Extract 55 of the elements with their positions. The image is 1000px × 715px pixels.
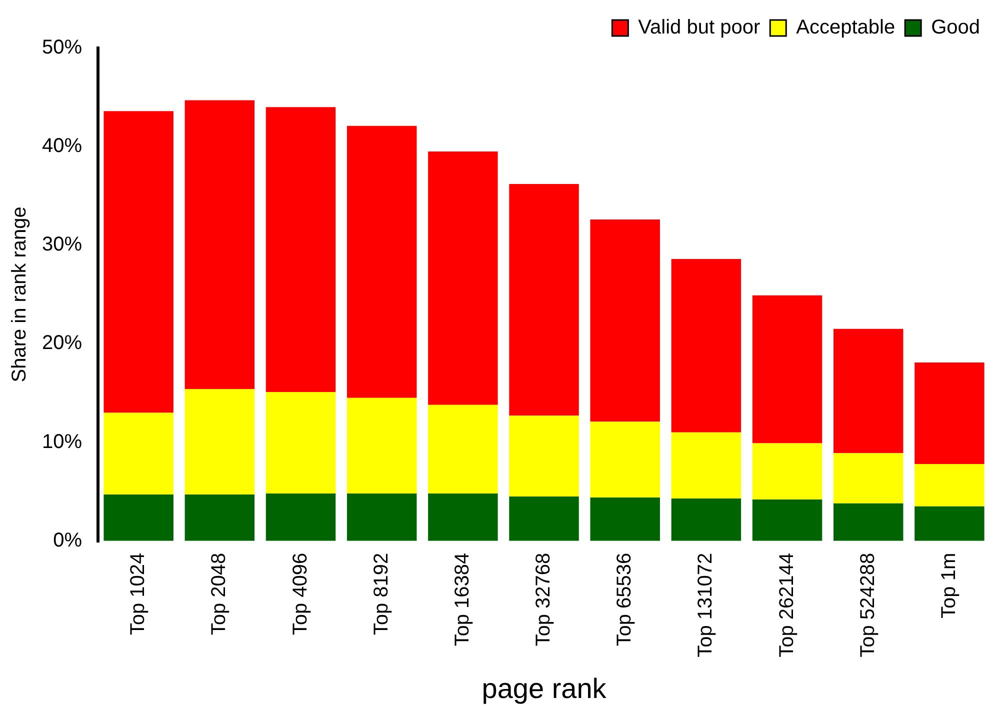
y-tick-label: 50%	[42, 36, 82, 59]
x-tick-label: Top 65536	[614, 552, 636, 646]
bar	[590, 220, 660, 422]
bar	[752, 295, 822, 444]
y-tick-label: 10%	[42, 430, 82, 453]
legend-label: Valid but poor	[638, 16, 760, 39]
y-tick-label: 30%	[42, 234, 82, 256]
bar	[428, 404, 498, 494]
bar	[671, 258, 742, 432]
bar	[509, 416, 579, 496]
bar	[346, 494, 417, 541]
bar	[671, 432, 742, 498]
x-axis-title: page rank	[482, 672, 608, 704]
bar	[509, 184, 579, 416]
x-tick-label: Top 8192	[370, 552, 392, 636]
x-tick-label: Top 32768	[532, 552, 555, 646]
bar	[266, 494, 336, 541]
bar	[428, 494, 498, 541]
bar	[834, 453, 904, 504]
bar	[346, 398, 417, 494]
bar	[590, 497, 660, 541]
bar	[266, 392, 336, 494]
bar	[834, 503, 904, 541]
bar	[104, 494, 174, 541]
y-tick-label: 0%	[53, 529, 82, 552]
y-tick-label: 20%	[42, 332, 82, 354]
bar	[509, 496, 579, 541]
bar	[104, 111, 174, 413]
x-tick-label: Top 16384	[451, 552, 474, 646]
bar	[752, 443, 822, 500]
bar	[752, 499, 822, 541]
x-tick-label: Top 524288	[856, 552, 879, 658]
bar	[184, 389, 255, 495]
x-tick-label: Top 4096	[289, 552, 312, 636]
x-tick-label: Top 131072	[694, 552, 717, 658]
x-tick-label: Top 262144	[776, 552, 798, 658]
bar	[184, 494, 255, 541]
legend-label: Good	[931, 16, 980, 39]
y-tick-label: 40%	[42, 135, 82, 158]
bar	[834, 328, 904, 454]
bar	[590, 422, 660, 498]
bar	[428, 152, 498, 405]
x-tick-label: Top 1m	[938, 552, 960, 618]
x-tick-label: Top 1024	[127, 552, 150, 636]
bar	[914, 506, 984, 541]
bar	[346, 126, 417, 398]
y-axis-title: Share in rank range	[8, 206, 31, 382]
bar	[184, 100, 255, 390]
bar	[104, 412, 174, 495]
bar	[671, 498, 742, 541]
bar	[914, 464, 984, 506]
legend-label: Acceptable	[796, 16, 896, 39]
x-tick-label: Top 2048	[208, 552, 230, 636]
bar	[914, 362, 984, 464]
bar	[266, 107, 336, 392]
